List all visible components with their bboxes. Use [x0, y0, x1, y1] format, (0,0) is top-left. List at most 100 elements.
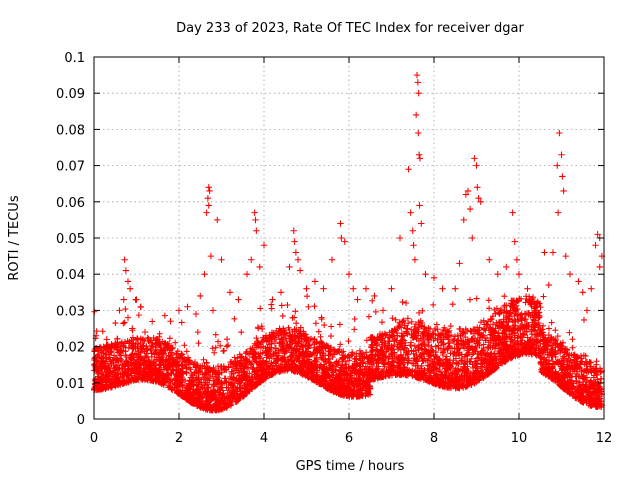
data-point — [475, 194, 482, 202]
data-point — [312, 320, 319, 327]
data-point — [526, 296, 533, 303]
data-point — [212, 344, 219, 351]
data-point — [126, 366, 133, 373]
data-point — [286, 263, 293, 271]
data-point — [394, 332, 401, 339]
data-point — [103, 381, 110, 388]
data-point — [504, 322, 511, 329]
data-point — [94, 378, 101, 385]
data-point — [524, 334, 531, 341]
data-point — [434, 326, 441, 333]
data-point — [511, 342, 518, 349]
data-point — [543, 342, 550, 349]
data-point — [124, 338, 131, 345]
data-point — [501, 339, 508, 346]
data-point — [184, 356, 191, 363]
data-point — [430, 348, 437, 355]
data-point — [419, 307, 426, 314]
data-point — [268, 360, 275, 367]
data-point — [327, 359, 334, 366]
data-point — [153, 349, 160, 356]
data-point — [236, 351, 243, 358]
data-point — [402, 355, 409, 362]
data-point — [291, 345, 298, 352]
data-point — [415, 324, 422, 331]
data-point — [408, 318, 415, 325]
data-point — [453, 359, 460, 366]
data-point — [93, 328, 100, 335]
data-point — [544, 338, 551, 345]
data-point — [231, 315, 238, 322]
data-point — [597, 365, 604, 372]
data-point — [462, 366, 469, 373]
data-point — [404, 351, 411, 358]
data-point — [535, 310, 542, 317]
data-point — [343, 361, 350, 368]
data-point — [171, 359, 178, 366]
data-point — [267, 352, 274, 359]
data-points — [91, 71, 606, 414]
data-point — [424, 332, 431, 339]
data-point — [341, 372, 348, 379]
data-point — [130, 376, 137, 383]
data-point — [145, 338, 152, 345]
data-point — [567, 370, 574, 377]
data-point — [508, 336, 515, 343]
data-point — [481, 326, 488, 333]
data-point — [368, 354, 375, 361]
data-point — [513, 256, 521, 263]
data-point — [374, 351, 381, 358]
data-point — [430, 274, 438, 282]
data-point — [530, 314, 537, 321]
data-point — [429, 360, 436, 367]
data-point — [422, 271, 429, 278]
data-point — [207, 252, 215, 260]
data-point — [462, 191, 470, 198]
data-point — [322, 377, 329, 384]
data-point — [102, 351, 109, 358]
data-point — [537, 327, 544, 334]
data-point — [143, 358, 150, 365]
data-point — [199, 384, 206, 391]
data-point — [449, 301, 456, 308]
data-point — [109, 369, 116, 376]
data-point — [337, 368, 344, 375]
data-point — [113, 341, 120, 348]
data-point — [556, 129, 563, 137]
data-point — [356, 367, 363, 374]
data-point — [405, 355, 412, 362]
data-point — [259, 358, 266, 365]
data-point — [116, 307, 123, 314]
data-point — [368, 376, 375, 383]
data-point — [509, 209, 516, 216]
data-point — [588, 285, 595, 292]
data-point — [192, 310, 200, 318]
data-point — [338, 391, 345, 398]
data-point — [573, 378, 580, 385]
data-point — [205, 202, 212, 209]
data-point — [425, 367, 432, 374]
data-point — [379, 307, 387, 314]
data-point — [548, 335, 555, 342]
data-point — [268, 305, 275, 312]
data-point — [130, 343, 137, 350]
data-point — [438, 339, 445, 346]
data-point — [172, 374, 179, 381]
data-point — [233, 376, 240, 383]
data-point — [201, 370, 208, 377]
data-point — [368, 344, 375, 351]
data-point — [432, 353, 439, 360]
data-point — [485, 339, 492, 346]
data-point — [349, 363, 356, 370]
data-point — [243, 349, 250, 356]
data-point — [436, 366, 443, 373]
data-point — [152, 344, 159, 351]
data-point — [260, 242, 268, 249]
data-point — [269, 363, 276, 370]
data-point — [407, 342, 414, 349]
data-point — [415, 90, 422, 97]
data-point — [579, 289, 586, 296]
data-point — [304, 293, 311, 300]
data-point — [205, 184, 212, 191]
data-point — [209, 389, 216, 396]
